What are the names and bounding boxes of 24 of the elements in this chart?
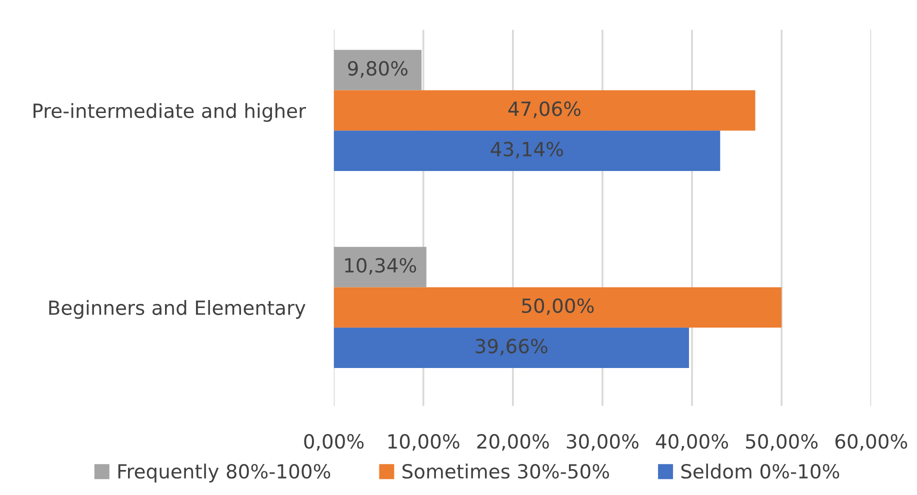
- data-label: 47,06%: [508, 101, 581, 118]
- bar: [334, 90, 756, 131]
- x-tick-label: 50,00%: [746, 434, 818, 451]
- legend-label: Sometimes 30%-50%: [402, 464, 610, 479]
- data-label: 50,00%: [522, 298, 594, 316]
- data-label: 39,66%: [476, 338, 548, 356]
- bar: [334, 328, 689, 368]
- legend-label: Frequently 80%-100%: [118, 464, 330, 482]
- legend-label: Seldom 0%-10%: [681, 464, 840, 479]
- bar: [334, 130, 720, 172]
- x-tick-label: 60,00%: [835, 434, 908, 451]
- bar: [334, 287, 782, 328]
- y-tick-label: Beginners and Elementary: [49, 300, 306, 319]
- x-tick-label: 40,00%: [656, 434, 728, 451]
- x-tick-label: 30,00%: [566, 434, 638, 451]
- y-tick-label: Pre-intermediate and higher: [34, 103, 306, 122]
- x-tick-label: 10,00%: [388, 434, 460, 451]
- bar: [334, 246, 426, 288]
- x-tick-label: 0,00%: [304, 434, 364, 451]
- x-tick-label: 20,00%: [477, 434, 549, 451]
- data-label: 43,14%: [490, 142, 563, 158]
- data-label: 9,80%: [348, 61, 408, 78]
- data-label: 10,34%: [345, 258, 416, 275]
- bar: [334, 50, 422, 90]
